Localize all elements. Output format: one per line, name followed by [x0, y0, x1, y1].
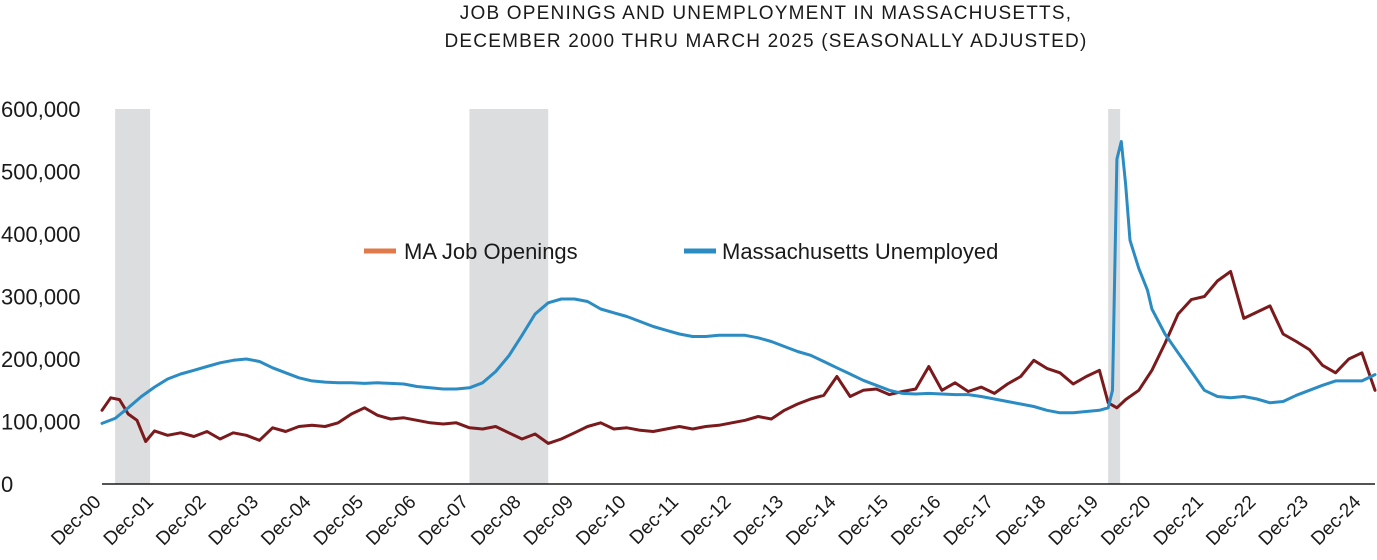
x-tick-label: Dec-23	[1255, 492, 1313, 550]
chart-title-line-1: JOB OPENINGS AND UNEMPLOYMENT IN MASSACH…	[459, 3, 1073, 24]
y-tick-label: 300,000	[1, 285, 81, 310]
y-tick-label: 500,000	[1, 160, 81, 185]
x-tick-label: Dec-16	[887, 492, 945, 550]
legend: MA Job Openings Massachusetts Unemployed	[364, 239, 998, 264]
recession-band-1	[115, 109, 151, 484]
x-tick-label: Dec-22	[1202, 492, 1260, 550]
y-tick-label: 600,000	[1, 97, 81, 122]
x-tick-label: Dec-19	[1045, 492, 1103, 550]
x-tick-label: Dec-05	[310, 492, 368, 550]
chart-title: JOB OPENINGS AND UNEMPLOYMENT IN MASSACH…	[0, 0, 1377, 56]
x-tick-label: Dec-15	[835, 492, 893, 550]
recession-band-2	[469, 109, 549, 484]
y-tick-label: 200,000	[1, 347, 81, 372]
x-tick-label: Dec-06	[362, 492, 420, 550]
x-tick-label: Dec-04	[257, 491, 315, 549]
y-tick-label: 400,000	[1, 222, 81, 247]
x-axis-tick-labels: Dec-00Dec-01Dec-02Dec-03Dec-04Dec-05Dec-…	[47, 491, 1365, 549]
x-tick-label: Dec-03	[205, 492, 263, 550]
x-tick-label: Dec-02	[152, 492, 210, 550]
x-tick-label: Dec-08	[467, 492, 525, 550]
x-tick-label: Dec-13	[730, 492, 788, 550]
legend-label-ma-job-openings: MA Job Openings	[404, 239, 578, 264]
x-tick-label: Dec-18	[992, 492, 1050, 550]
legend-label-massachusetts-unemployed: Massachusetts Unemployed	[722, 239, 998, 264]
chart-title-line-2: DECEMBER 2000 THRU MARCH 2025 (SEASONALL…	[444, 31, 1088, 52]
x-tick-label: Dec-00	[47, 492, 105, 550]
x-tick-label: Dec-20	[1097, 492, 1155, 550]
series-line-ma-job-openings	[100, 270, 1377, 445]
x-tick-label: Dec-21	[1150, 492, 1208, 550]
x-tick-label: Dec-09	[520, 492, 578, 550]
series-line-massachusetts-unemployed	[100, 140, 1377, 425]
x-tick-label: Dec-12	[677, 492, 735, 550]
y-tick-label: 0	[1, 472, 13, 497]
x-tick-label: Dec-01	[100, 492, 158, 550]
x-tick-label: Dec-14	[782, 491, 840, 549]
x-tick-label: Dec-10	[572, 492, 630, 550]
y-tick-label: 100,000	[1, 410, 81, 435]
x-tick-label: Dec-11	[626, 492, 683, 549]
x-tick-label: Dec-07	[415, 492, 473, 550]
y-axis-tick-labels: 0 100,000 200,000 300,000 400,000 500,000 600,…	[1, 97, 81, 497]
x-tick-label: Dec-24	[1307, 491, 1365, 549]
series-lines-group	[100, 140, 1377, 445]
x-tick-label: Dec-17	[940, 492, 998, 550]
